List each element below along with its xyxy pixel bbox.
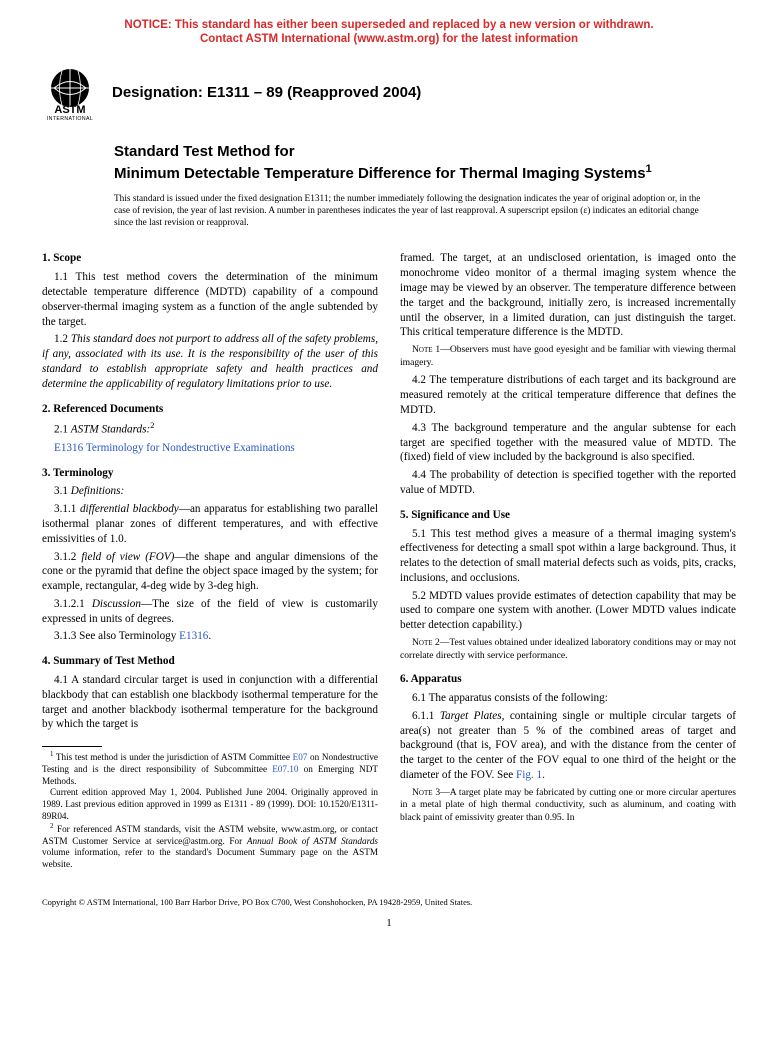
- sec4-p1: 4.1 A standard circular target is used i…: [42, 673, 378, 732]
- sec2-p1-sup: 2: [150, 421, 154, 430]
- note3-label: Note 3—: [412, 787, 450, 798]
- sec3-p1-pre: 3.1.1: [54, 503, 80, 515]
- sec3-p3: 3.1.2.1 Discussion—The size of the field…: [42, 597, 378, 627]
- sec3-p0: 3.1 Definitions:: [42, 484, 378, 499]
- astm-logo: ASTM INTERNATIONAL: [42, 65, 98, 121]
- sec3-p1-term: differential blackbody: [80, 503, 179, 515]
- sec3-p4-post: .: [208, 630, 211, 642]
- sec3-p4: 3.1.3 See also Terminology E1316.: [42, 629, 378, 644]
- title-sup: 1: [646, 163, 652, 175]
- sec3-p2-term: field of view (FOV): [81, 551, 174, 563]
- notice-line1: NOTICE: This standard has either been su…: [124, 19, 653, 31]
- note2-body: Test values obtained under idealized lab…: [400, 637, 736, 661]
- issuance-note: This standard is issued under the fixed …: [114, 193, 706, 229]
- sec4-p2: 4.2 The temperature distributions of eac…: [400, 373, 736, 417]
- sec4-p1c: framed. The target, at an undisclosed or…: [400, 251, 736, 340]
- sec6-p2-post: .: [542, 769, 545, 781]
- sec3-p0-pre: 3.1: [54, 485, 71, 497]
- sec6-p2: 6.1.1 Target Plates, containing single o…: [400, 709, 736, 783]
- sec4-p4: 4.4 The probability of detection is spec…: [400, 468, 736, 498]
- note1-body: Observers must have good eyesight and be…: [400, 344, 736, 368]
- notice-banner: NOTICE: This standard has either been su…: [42, 18, 736, 47]
- sec2-p1-ital: ASTM Standards:: [71, 424, 150, 436]
- sec3-p2-pre: 3.1.2: [54, 551, 81, 563]
- sec3-p4-pre: 3.1.3 See also Terminology: [54, 630, 179, 642]
- fn1-pre: This test method is under the jurisdicti…: [56, 752, 293, 762]
- sec2-p1-pre: 2.1: [54, 424, 71, 436]
- page: NOTICE: This standard has either been su…: [0, 0, 778, 949]
- sec3-p1: 3.1.1 differential blackbody—an apparatu…: [42, 502, 378, 546]
- footnote-2: 2 For referenced ASTM standards, visit t…: [42, 823, 378, 871]
- sec3-p3-term: Discussion: [92, 598, 141, 610]
- title-pre: Standard Test Method for: [114, 143, 736, 162]
- title-main: Minimum Detectable Temperature Differenc…: [114, 162, 736, 184]
- note3-body: A target plate may be fabricated by cutt…: [400, 787, 736, 823]
- footnote-1: 1 This test method is under the jurisdic…: [42, 751, 378, 787]
- page-number: 1: [42, 917, 736, 929]
- sec5-p2: 5.2 MDTD values provide estimates of det…: [400, 589, 736, 633]
- sec1-p2-pre: 1.2: [54, 333, 71, 345]
- note-1: Note 1—Observers must have good eyesight…: [400, 344, 736, 369]
- notice-line2: Contact ASTM International (www.astm.org…: [200, 33, 578, 45]
- sec1-p1: 1.1 This test method covers the determin…: [42, 270, 378, 329]
- svg-text:INTERNATIONAL: INTERNATIONAL: [47, 116, 93, 121]
- note2-label: Note 2—: [412, 637, 449, 648]
- title-main-text: Minimum Detectable Temperature Differenc…: [114, 165, 646, 182]
- left-column: 1. Scope 1.1 This test method covers the…: [42, 251, 378, 870]
- sec3-head: 3. Terminology: [42, 466, 378, 481]
- sec1-p2: 1.2 This standard does not purport to ad…: [42, 332, 378, 391]
- note-2: Note 2—Test values obtained under ideali…: [400, 637, 736, 662]
- sec2-p1: 2.1 ASTM Standards:2: [42, 420, 378, 438]
- sec1-p2-ital: This standard does not purport to addres…: [42, 333, 378, 389]
- sec4-p3: 4.3 The background temperature and the a…: [400, 421, 736, 465]
- sec3-p2: 3.1.2 field of view (FOV)—the shape and …: [42, 550, 378, 594]
- footnote-rule: [42, 746, 102, 747]
- svg-text:ASTM: ASTM: [54, 104, 85, 116]
- note-3: Note 3—A target plate may be fabricated …: [400, 787, 736, 825]
- ref-code-link[interactable]: E1316: [54, 442, 83, 454]
- sec6-p2-link[interactable]: Fig. 1: [516, 769, 542, 781]
- title-block: Standard Test Method for Minimum Detecta…: [114, 143, 736, 184]
- sec6-p2-term: Target Plates: [440, 710, 502, 722]
- fn2-ital: Annual Book of ASTM Standards: [247, 836, 378, 846]
- sec6-head: 6. Apparatus: [400, 672, 736, 687]
- designation: Designation: E1311 – 89 (Reapproved 2004…: [112, 84, 421, 101]
- footnote-1b: Current edition approved May 1, 2004. Pu…: [42, 787, 378, 822]
- sec4-head: 4. Summary of Test Method: [42, 654, 378, 669]
- copyright: Copyright © ASTM International, 100 Barr…: [42, 897, 736, 907]
- fn1-link2[interactable]: E07.10: [272, 764, 298, 774]
- sec1-head: 1. Scope: [42, 251, 378, 266]
- right-column: framed. The target, at an undisclosed or…: [400, 251, 736, 870]
- sec2-head: 2. Referenced Documents: [42, 402, 378, 417]
- header-row: ASTM INTERNATIONAL Designation: E1311 – …: [42, 65, 736, 121]
- sec3-p0-ital: Definitions:: [71, 485, 124, 497]
- sec3-p4-link[interactable]: E1316: [179, 630, 208, 642]
- note1-label: Note 1—: [412, 344, 450, 355]
- sec3-p3-pre: 3.1.2.1: [54, 598, 92, 610]
- fn1-link1[interactable]: E07: [293, 752, 308, 762]
- fn2-post: volume information, refer to the standar…: [42, 847, 378, 869]
- sec5-p1: 5.1 This test method gives a measure of …: [400, 527, 736, 586]
- ref-title-link[interactable]: Terminology for Nondestructive Examinati…: [86, 442, 295, 454]
- sec6-p2-pre: 6.1.1: [412, 710, 440, 722]
- sec2-ref: E1316 Terminology for Nondestructive Exa…: [42, 441, 378, 456]
- body-columns: 1. Scope 1.1 This test method covers the…: [42, 251, 736, 870]
- sec6-p1: 6.1 The apparatus consists of the follow…: [400, 691, 736, 706]
- sec5-head: 5. Significance and Use: [400, 508, 736, 523]
